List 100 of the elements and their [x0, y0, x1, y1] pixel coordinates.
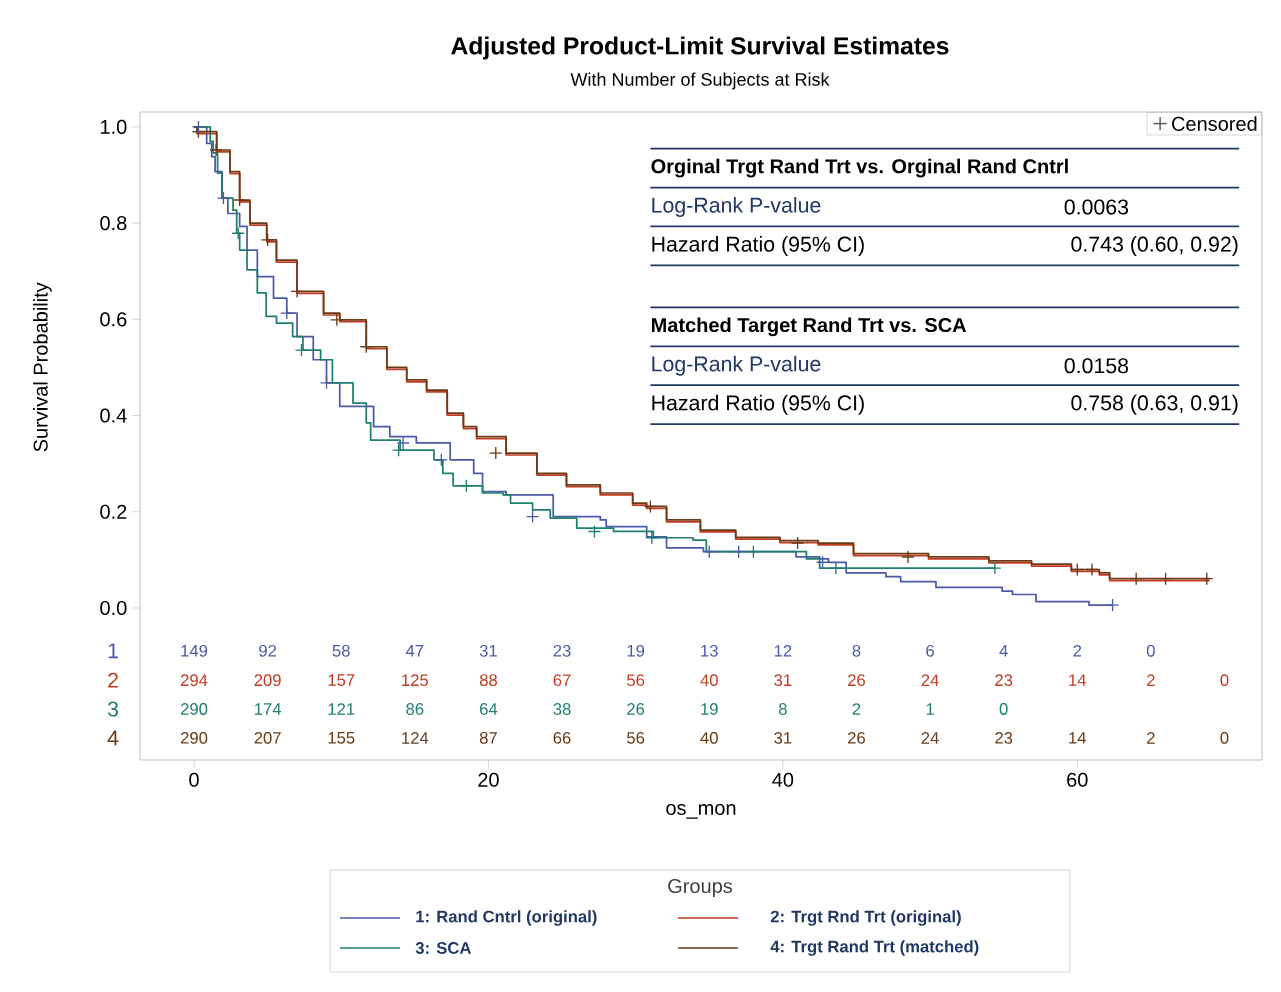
legend-label: 2: Trgt Rnd Trt (original): [770, 910, 961, 926]
annotation: 26: [848, 674, 865, 687]
annotation: 12: [774, 644, 792, 657]
annotation: 56: [627, 674, 645, 687]
legend-label: 4: Trgt Rand Trt (matched): [770, 940, 979, 956]
point: [434, 453, 448, 467]
y-tick-label: 0.6: [100, 312, 127, 327]
annotation: 92: [259, 644, 277, 657]
point: [1070, 562, 1084, 577]
annotation: 2: [852, 703, 861, 715]
annotation: 0.0158: [1064, 358, 1129, 374]
annotation: 24: [921, 732, 939, 744]
annotation: 209: [254, 674, 281, 687]
legend-label: 3: SCA: [415, 942, 472, 954]
point: [391, 443, 406, 457]
annotation: 64: [480, 703, 498, 715]
annotation: 207: [254, 731, 281, 744]
point: [587, 524, 602, 539]
point: [231, 226, 245, 240]
point: [209, 143, 223, 157]
point: [1200, 571, 1214, 586]
x-axis-title: os_mon: [666, 804, 736, 819]
point: [643, 499, 658, 514]
point: [1085, 562, 1099, 577]
y-tick-label: 0.8: [100, 216, 127, 231]
text: 4: [107, 730, 119, 746]
point: [396, 436, 410, 450]
annotation: 294: [180, 674, 208, 687]
annotation: 26: [848, 731, 865, 744]
annotation: 0.743 (0.60, 0.92): [1071, 236, 1238, 256]
annotation: 56: [627, 731, 645, 744]
text: 2: [108, 672, 118, 688]
annotation: 174: [255, 703, 282, 715]
point: [232, 193, 247, 207]
annotation: 0: [999, 703, 1008, 715]
annotation: 2: [1073, 644, 1082, 657]
x-tick-label: 20: [478, 772, 499, 787]
annotation: 6: [926, 644, 934, 657]
annotation: 0.0063: [1064, 199, 1129, 215]
point: [294, 343, 309, 357]
point: [988, 561, 1002, 575]
annotation: 125: [402, 674, 429, 687]
annotation: 66: [553, 731, 571, 744]
annotation: 0: [1220, 731, 1229, 744]
annotation: 0: [1220, 674, 1229, 687]
annotation: 2: [1147, 732, 1155, 744]
annotation: 26: [627, 703, 645, 715]
annotation: 24: [921, 674, 939, 686]
annotation: 149: [181, 644, 208, 657]
annotation: Orginal Trgt Rand Trt vs. Orginal Rand Cntrl: [651, 158, 1068, 178]
point: [1158, 571, 1173, 586]
annotation: 19: [627, 644, 645, 657]
annotation: 23: [553, 644, 571, 657]
point: [319, 376, 334, 390]
annotation: 40: [700, 731, 718, 744]
legend-label: 1: Rand Cntrl (original): [416, 910, 597, 926]
annotation: 14: [1069, 674, 1087, 686]
legend-title: Groups: [668, 878, 733, 898]
annotation: 0.758 (0.63, 0.91): [1071, 394, 1238, 415]
annotation: 31: [479, 644, 497, 657]
x-tick-label: 40: [772, 772, 794, 787]
annotation: 8: [778, 703, 787, 715]
point: [790, 536, 805, 550]
point: [489, 446, 503, 460]
text: 1: [108, 643, 118, 659]
annotation: 38: [553, 703, 571, 715]
y-tick-label: 0.2: [100, 504, 127, 519]
annotation: 23: [995, 674, 1013, 687]
annotation: 290: [180, 703, 208, 715]
y-tick-label: 0.4: [100, 408, 127, 423]
point: [732, 545, 746, 559]
annotation: 1: [926, 703, 934, 715]
annotation: 40: [700, 674, 718, 687]
annotation: 67: [553, 674, 571, 687]
point: [459, 479, 474, 493]
annotation: 47: [405, 645, 424, 657]
y-axis-title: Survival Probability: [33, 282, 52, 452]
annotation: 88: [479, 674, 497, 687]
annotation: 31: [774, 731, 792, 744]
annotation: 0: [1146, 644, 1155, 657]
point: [746, 545, 761, 559]
point: [330, 313, 344, 327]
point: [1105, 598, 1120, 612]
text: 3: [107, 701, 119, 717]
annotation: 19: [701, 703, 718, 715]
annotation: Log-Rank P-value: [652, 355, 821, 376]
annotation: 58: [332, 644, 350, 657]
point: [216, 191, 231, 205]
annotation: 31: [774, 674, 792, 687]
annotation: 2: [1147, 674, 1155, 686]
annotation: 86: [406, 703, 424, 715]
point: [280, 306, 294, 320]
point: [815, 555, 830, 569]
annotation: Hazard Ratio (95% CI): [652, 236, 864, 256]
x-tick-label: 60: [1067, 772, 1088, 787]
chart-title: Adjusted Product-Limit Survival Estimates: [451, 36, 949, 60]
point: [290, 284, 304, 299]
annotation: 121: [328, 703, 355, 715]
annotation: 23: [995, 731, 1013, 744]
point: [645, 531, 659, 545]
